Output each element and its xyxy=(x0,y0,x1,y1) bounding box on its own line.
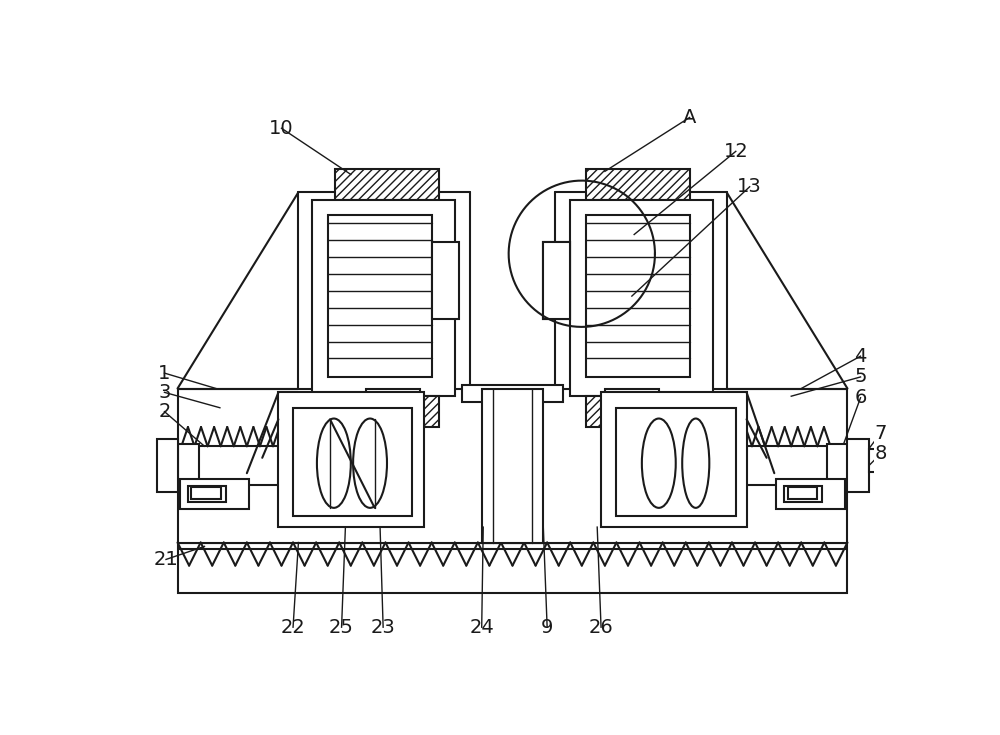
Bar xyxy=(280,439,332,456)
Ellipse shape xyxy=(682,418,709,508)
Bar xyxy=(157,439,178,492)
Text: 24: 24 xyxy=(469,617,494,637)
Bar xyxy=(188,486,226,503)
Text: 12: 12 xyxy=(723,142,748,161)
Ellipse shape xyxy=(317,418,351,508)
Bar xyxy=(328,215,432,377)
Text: 2: 2 xyxy=(158,402,171,421)
Bar xyxy=(601,392,747,527)
Text: 9: 9 xyxy=(541,617,553,637)
Bar xyxy=(788,487,817,498)
Text: 13: 13 xyxy=(737,177,762,196)
Text: 6: 6 xyxy=(854,388,867,407)
Text: 23: 23 xyxy=(371,617,396,637)
Bar xyxy=(432,243,459,319)
Bar xyxy=(543,243,570,319)
Bar xyxy=(570,200,713,396)
Bar xyxy=(586,396,690,427)
Bar xyxy=(178,389,847,542)
Bar xyxy=(178,444,199,487)
Text: 25: 25 xyxy=(329,617,354,637)
Bar xyxy=(827,444,848,487)
Text: 7: 7 xyxy=(874,423,887,442)
Text: 26: 26 xyxy=(589,617,613,637)
Text: 8: 8 xyxy=(874,445,887,464)
Bar xyxy=(312,200,455,396)
Ellipse shape xyxy=(642,418,676,508)
Bar xyxy=(462,384,563,401)
Bar xyxy=(869,448,883,472)
Bar xyxy=(366,389,420,427)
Bar xyxy=(586,215,690,377)
Bar xyxy=(482,389,543,542)
Bar xyxy=(543,243,570,319)
Bar xyxy=(847,439,869,492)
Bar xyxy=(178,446,382,485)
Bar xyxy=(191,487,221,498)
Text: 3: 3 xyxy=(158,383,171,402)
Text: 1: 1 xyxy=(158,364,171,383)
Bar xyxy=(293,408,412,515)
Bar xyxy=(776,479,845,509)
Bar xyxy=(335,396,439,427)
Bar xyxy=(693,439,746,456)
Bar xyxy=(784,486,822,503)
Text: 5: 5 xyxy=(854,368,867,387)
Bar xyxy=(586,169,690,200)
Bar xyxy=(178,542,847,592)
Text: 4: 4 xyxy=(854,347,867,365)
Text: A: A xyxy=(683,108,696,127)
Bar xyxy=(335,169,439,200)
Ellipse shape xyxy=(353,418,387,508)
Text: 21: 21 xyxy=(154,550,178,569)
Bar xyxy=(180,479,249,509)
Text: 10: 10 xyxy=(269,119,294,137)
Bar xyxy=(616,408,736,515)
Text: 22: 22 xyxy=(281,617,305,637)
Bar xyxy=(278,392,424,527)
Bar xyxy=(605,389,659,427)
Bar xyxy=(643,446,847,485)
